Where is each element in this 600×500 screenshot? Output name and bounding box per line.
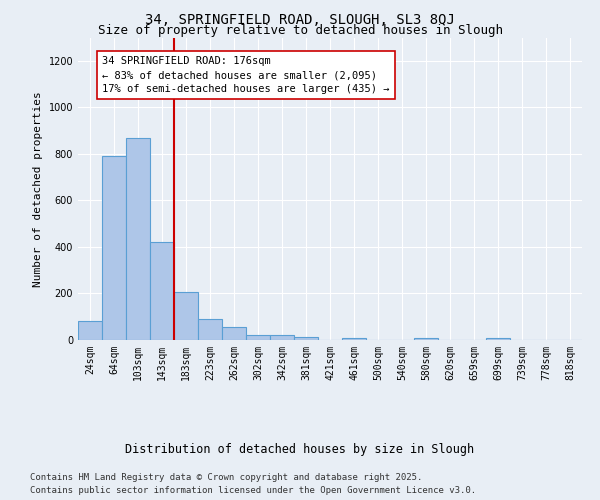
Text: Contains public sector information licensed under the Open Government Licence v3: Contains public sector information licen… (30, 486, 476, 495)
Bar (150, 242, 174, 340)
Text: Distribution of detached houses by size in Slough: Distribution of detached houses by size … (125, 442, 475, 456)
Bar (174, 292, 198, 340)
Bar (486, 338, 510, 340)
Bar (342, 338, 366, 340)
Bar (198, 319, 222, 340)
Bar (246, 336, 270, 340)
Bar (102, 156, 126, 340)
Text: 34 SPRINGFIELD ROAD: 176sqm
← 83% of detached houses are smaller (2,095)
17% of : 34 SPRINGFIELD ROAD: 176sqm ← 83% of det… (102, 56, 389, 94)
Bar (126, 138, 150, 340)
Text: Size of property relative to detached houses in Slough: Size of property relative to detached ho… (97, 24, 503, 37)
Bar (270, 336, 294, 340)
Text: 34, SPRINGFIELD ROAD, SLOUGH, SL3 8QJ: 34, SPRINGFIELD ROAD, SLOUGH, SL3 8QJ (145, 12, 455, 26)
Bar (294, 336, 318, 340)
Bar (78, 322, 102, 340)
Text: Contains HM Land Registry data © Crown copyright and database right 2025.: Contains HM Land Registry data © Crown c… (30, 472, 422, 482)
Bar (414, 338, 438, 340)
Bar (222, 327, 246, 340)
Y-axis label: Number of detached properties: Number of detached properties (33, 91, 43, 286)
